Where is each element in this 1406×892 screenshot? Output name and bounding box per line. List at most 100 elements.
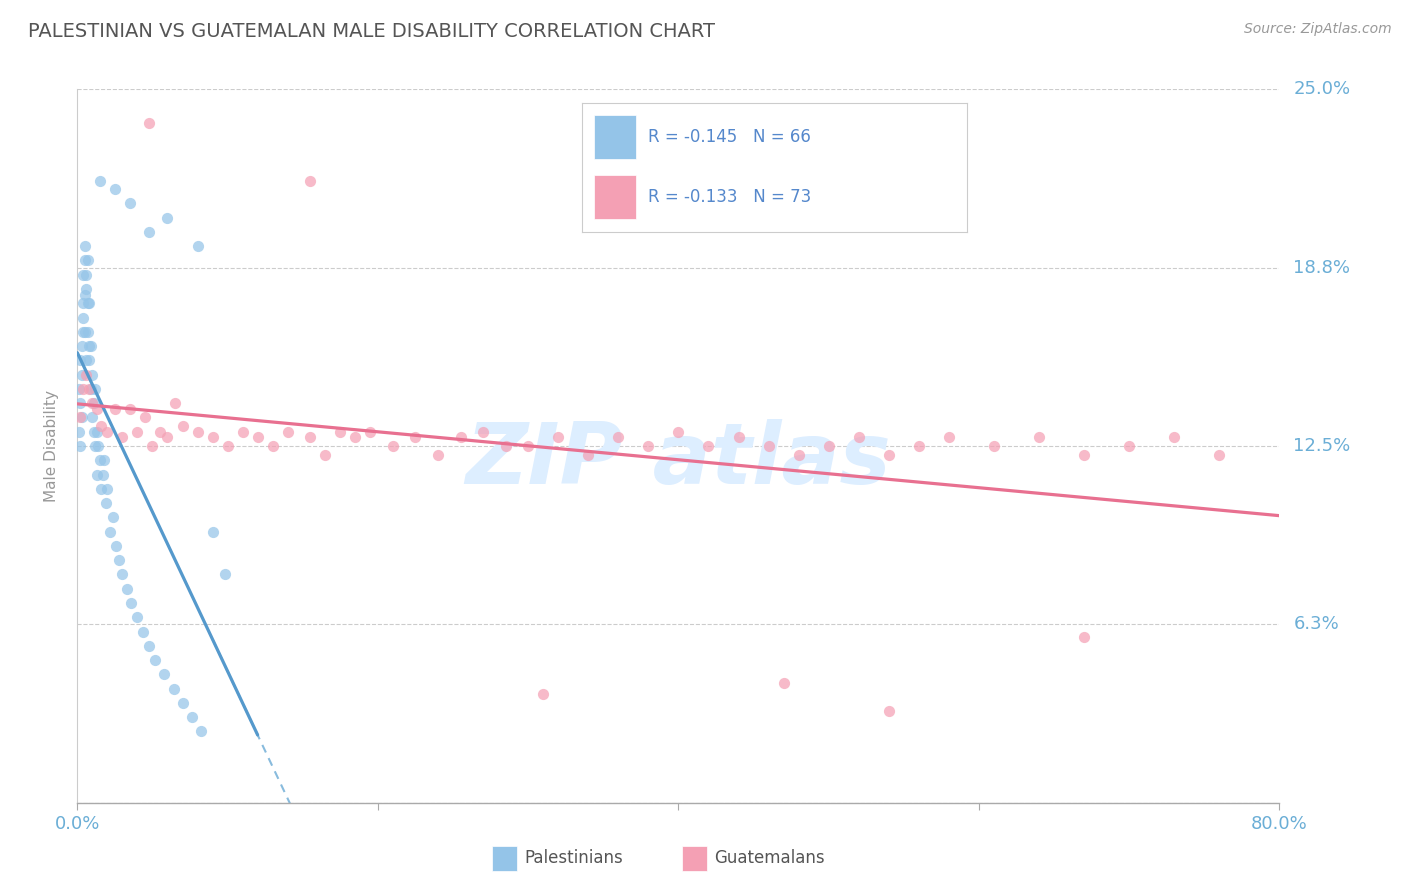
Point <box>668 425 690 439</box>
Point <box>70 339 93 353</box>
Point <box>96 425 118 439</box>
Text: Palestinians: Palestinians <box>524 849 623 867</box>
Point <box>172 696 194 710</box>
Point <box>69 410 91 425</box>
Point <box>73 325 96 339</box>
Point <box>156 430 179 444</box>
Text: PALESTINIAN VS GUATEMALAN MALE DISABILITY CORRELATION CHART: PALESTINIAN VS GUATEMALAN MALE DISABILIT… <box>28 22 716 41</box>
Point <box>299 430 322 444</box>
Point <box>772 676 794 690</box>
Point <box>1208 448 1230 462</box>
Point <box>141 439 163 453</box>
Point <box>547 430 569 444</box>
Point <box>359 425 381 439</box>
Point <box>86 401 108 416</box>
Point <box>576 448 599 462</box>
Point <box>201 430 224 444</box>
Point <box>86 467 108 482</box>
Point <box>118 401 141 416</box>
Point <box>89 173 111 187</box>
Point <box>93 453 115 467</box>
Point <box>1163 430 1185 444</box>
Point <box>82 368 104 382</box>
Point <box>89 453 111 467</box>
Point <box>877 705 900 719</box>
Point <box>329 425 352 439</box>
Point <box>84 439 107 453</box>
Point <box>105 539 128 553</box>
Point <box>262 439 284 453</box>
Point <box>938 430 960 444</box>
Point <box>232 425 254 439</box>
Point <box>277 425 299 439</box>
Point <box>138 225 160 239</box>
Point <box>299 173 322 187</box>
Point <box>427 448 450 462</box>
Point <box>983 439 1005 453</box>
Point <box>82 396 104 410</box>
Point <box>80 382 103 396</box>
Point <box>1073 448 1095 462</box>
Point <box>1118 439 1140 453</box>
Point <box>120 596 142 610</box>
Point <box>214 567 236 582</box>
Point <box>134 410 156 425</box>
Point <box>848 430 870 444</box>
Point <box>817 439 839 453</box>
Point <box>75 353 97 368</box>
Point <box>637 439 659 453</box>
Point <box>531 687 554 701</box>
Point <box>1073 630 1095 644</box>
Point <box>67 382 90 396</box>
Point <box>69 396 91 410</box>
Point <box>72 268 94 282</box>
Point <box>79 339 101 353</box>
Point <box>127 610 149 624</box>
Point <box>111 430 134 444</box>
Point <box>75 268 97 282</box>
Point <box>163 396 186 410</box>
Text: Source: ZipAtlas.com: Source: ZipAtlas.com <box>1244 22 1392 37</box>
Point <box>908 439 931 453</box>
Point <box>727 430 749 444</box>
Point <box>495 439 517 453</box>
Point <box>75 282 97 296</box>
Point <box>697 439 720 453</box>
Point <box>72 325 94 339</box>
Point <box>83 396 105 410</box>
Point <box>76 296 98 310</box>
Point <box>87 439 110 453</box>
Point <box>96 482 118 496</box>
Point <box>450 430 472 444</box>
Point <box>344 430 367 444</box>
Point <box>381 439 404 453</box>
Point <box>72 296 94 310</box>
Point <box>172 419 194 434</box>
Point <box>607 430 630 444</box>
Point <box>115 582 138 596</box>
Point <box>149 425 172 439</box>
Point <box>162 681 184 696</box>
Point <box>314 448 336 462</box>
Point <box>94 496 117 510</box>
Point <box>201 524 224 539</box>
Point <box>758 439 780 453</box>
Point <box>69 439 91 453</box>
Point <box>79 382 101 396</box>
Point <box>103 510 125 524</box>
Point <box>186 425 209 439</box>
Point <box>67 425 90 439</box>
Point <box>79 296 101 310</box>
Point <box>104 401 127 416</box>
Point <box>787 448 810 462</box>
Point <box>111 567 134 582</box>
Point <box>73 253 96 268</box>
Point <box>877 448 900 462</box>
Point <box>217 439 239 453</box>
Point <box>90 482 112 496</box>
Point <box>190 724 212 739</box>
Point <box>86 425 108 439</box>
Point <box>404 430 426 444</box>
Point <box>70 410 93 425</box>
Point <box>82 410 104 425</box>
